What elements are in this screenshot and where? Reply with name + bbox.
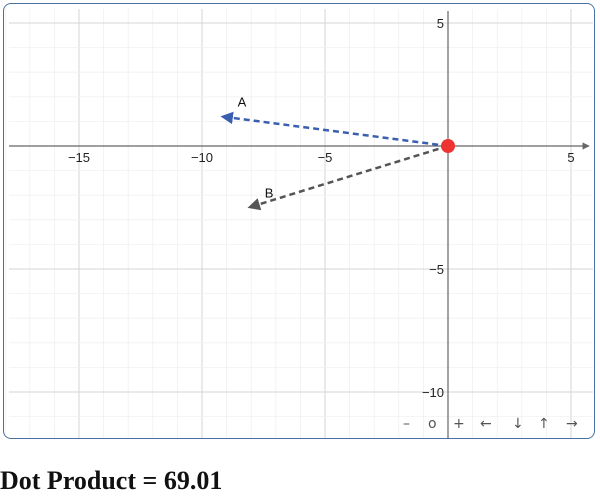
vector-plot[interactable]: −15 −10 −5 5 5 −5 −10 A B bbox=[3, 3, 595, 439]
pan-up-button[interactable]: ↑ bbox=[538, 416, 550, 432]
origin-point bbox=[441, 139, 455, 153]
x-tick-label: −10 bbox=[191, 150, 213, 165]
y-tick-label: −5 bbox=[429, 262, 444, 277]
y-tick-label: 5 bbox=[437, 16, 444, 31]
zoom-out-button[interactable]: – bbox=[403, 416, 410, 432]
pan-left-button[interactable]: ← bbox=[480, 416, 492, 432]
vector-label-b: B bbox=[265, 186, 274, 201]
x-tick-label: 5 bbox=[567, 150, 574, 165]
dot-product-value: 69.01 bbox=[163, 466, 223, 495]
graph-panel[interactable]: −15 −10 −5 5 5 −5 −10 A B – o + ← ↓ ↑ → bbox=[3, 3, 595, 439]
pan-right-button[interactable]: → bbox=[566, 416, 578, 432]
x-tick-label: −5 bbox=[318, 150, 333, 165]
zoom-reset-button[interactable]: o bbox=[428, 416, 437, 432]
dot-product-result: Dot Product = 69.01 bbox=[0, 466, 222, 496]
y-tick-label: −10 bbox=[422, 385, 444, 400]
vector-label-a: A bbox=[238, 94, 247, 109]
vector-b bbox=[247, 144, 449, 211]
vector-a bbox=[220, 111, 449, 148]
x-tick-label: −15 bbox=[68, 150, 90, 165]
dot-product-label: Dot Product = bbox=[0, 466, 164, 495]
pan-down-button[interactable]: ↓ bbox=[512, 416, 524, 432]
zoom-in-button[interactable]: + bbox=[453, 416, 465, 432]
